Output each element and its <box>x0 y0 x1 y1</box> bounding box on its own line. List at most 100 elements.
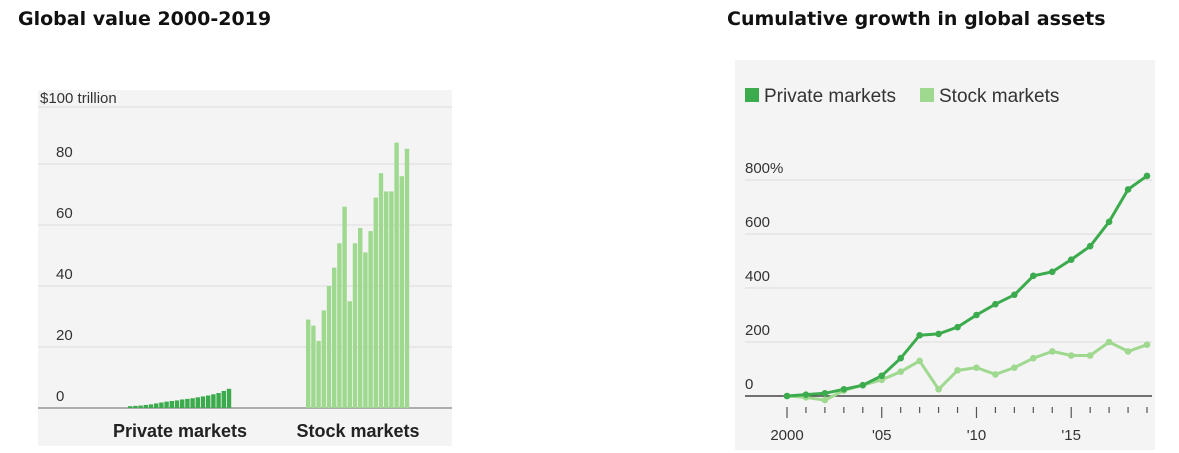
right-grid <box>745 179 1152 397</box>
stock-markets-bar <box>306 319 311 408</box>
right-y-tick-label: 0 <box>745 376 753 393</box>
right-x-ticks: 2000 '05 '10 '15 <box>770 407 1148 444</box>
stock-markets-bar <box>404 148 410 408</box>
stock-markets-bar <box>352 243 358 408</box>
private-markets-bar <box>143 404 148 408</box>
stock-markets-bar <box>399 176 404 408</box>
left-unit-label: $100 trillion <box>40 90 117 107</box>
right-y-tick-label: 600 <box>745 214 770 231</box>
stock-markets-point <box>973 364 980 371</box>
private-markets-point <box>1067 256 1075 263</box>
left-y-tick-label: 20 <box>56 327 73 344</box>
stock-markets-bar <box>363 252 368 408</box>
private-markets-bar <box>195 397 200 408</box>
left-y-tick-label: 80 <box>56 144 73 161</box>
private-markets-bar <box>128 406 133 408</box>
stock-markets-bar <box>358 228 363 408</box>
stock-markets-point <box>1011 364 1018 371</box>
private-markets-bar <box>216 393 221 408</box>
right-chart-background <box>735 60 1155 450</box>
private-markets-bar <box>148 404 154 408</box>
stock-markets-bar <box>316 340 321 408</box>
left-y-tick-label: 60 <box>56 205 73 222</box>
stock-markets-point <box>1124 348 1132 355</box>
private-markets-bar <box>190 398 195 408</box>
stock-markets-point <box>821 396 829 404</box>
right-y-tick-label: 400 <box>745 268 770 285</box>
right-x-tick-label: '10 <box>967 427 987 444</box>
private-markets-point <box>935 330 942 338</box>
stock-markets-point <box>1143 341 1151 349</box>
stock-markets-point <box>897 368 904 376</box>
right-y-tick-label: 200 <box>745 322 770 339</box>
private-markets-point <box>1048 268 1056 276</box>
private-markets-bar <box>226 388 232 408</box>
stock-markets-bar <box>378 173 384 408</box>
stock-markets-bar <box>342 206 347 408</box>
private-markets-bar <box>185 398 190 408</box>
legend-swatch-stock <box>920 88 934 102</box>
private-markets-bar <box>221 390 226 408</box>
private-markets-point <box>954 323 961 331</box>
stock-markets-bar <box>332 267 337 408</box>
private-markets-point <box>859 381 867 389</box>
private-markets-bar <box>138 405 143 408</box>
private-markets-point <box>1124 186 1132 193</box>
private-markets-point <box>916 331 923 339</box>
private-markets-bar <box>180 399 185 408</box>
private-markets-point <box>783 392 791 400</box>
private-markets-bar <box>174 400 180 408</box>
private-markets-point <box>802 391 810 398</box>
private-markets-bar <box>169 400 174 408</box>
left-y-tick-label: 0 <box>56 388 64 405</box>
private-markets-bar <box>200 396 206 408</box>
stock-markets-point <box>1105 338 1113 346</box>
private-markets-point <box>973 311 980 319</box>
legend-swatch-private <box>745 88 759 102</box>
left-category-labels: Private markets Stock markets <box>113 421 420 441</box>
left-bars <box>128 142 410 408</box>
right-y-tick-label: 800% <box>745 160 783 177</box>
private-markets-point <box>821 390 829 397</box>
stock-markets-point <box>992 371 999 378</box>
left-category-label: Stock markets <box>296 421 419 441</box>
stock-markets-point <box>1067 352 1075 359</box>
right-x-tick-label: '15 <box>1061 427 1081 444</box>
private-markets-bar <box>133 405 138 408</box>
right-points <box>783 172 1151 404</box>
private-markets-bar <box>154 403 159 408</box>
right-chart-panel: Private markets Stock markets 0 200 400 600 8… <box>735 60 1155 450</box>
left-y-tick-label: 40 <box>56 266 73 283</box>
stock-markets-bar <box>389 191 394 408</box>
legend-label: Private markets <box>764 86 896 107</box>
private-markets-point <box>840 385 848 393</box>
right-x-tick-label: 2000 <box>770 427 803 444</box>
stock-markets-point <box>1086 352 1094 359</box>
left-chart-panel: 0 20 40 60 80 $100 trillion Private markets S… <box>38 90 452 446</box>
left-chart-title: Global value 2000-2019 <box>18 8 272 30</box>
stock-markets-point <box>916 357 923 365</box>
stock-markets-bar <box>347 301 352 408</box>
private-markets-bar <box>206 395 211 408</box>
private-markets-point <box>897 354 904 362</box>
private-markets-point <box>992 300 999 308</box>
private-markets-point <box>878 372 886 380</box>
right-chart-title: Cumulative growth in global assets <box>727 8 1106 30</box>
private-markets-point <box>1143 172 1151 180</box>
stock-markets-bar <box>337 243 342 408</box>
right-legend: Private markets Stock markets <box>745 86 1059 107</box>
stock-markets-point <box>1048 348 1056 355</box>
private-markets-point <box>1105 218 1113 226</box>
stock-markets-bar <box>321 310 326 408</box>
stock-markets-point <box>1030 354 1037 362</box>
private-markets-bar <box>211 394 216 408</box>
stock-markets-bar <box>384 191 389 408</box>
stock-markets-bar <box>373 197 378 408</box>
stock-markets-bar <box>311 325 316 408</box>
stock-markets-bar <box>394 142 399 408</box>
right-y-tick-labels: 0 200 400 600 800% <box>745 160 783 393</box>
private-markets-bar <box>159 402 164 408</box>
left-category-label: Private markets <box>113 421 247 441</box>
private-markets-point <box>1086 242 1094 250</box>
